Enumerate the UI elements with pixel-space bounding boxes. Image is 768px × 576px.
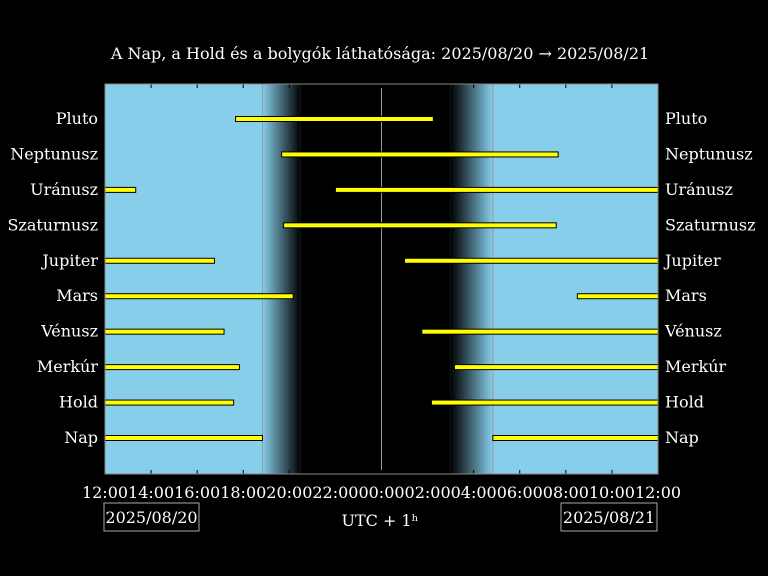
body-label-left: Mars: [56, 286, 98, 305]
body-label-right: Szaturnusz: [665, 215, 756, 234]
body-label-right: Neptunusz: [665, 144, 753, 163]
x-tick-label: 02:00: [405, 483, 451, 502]
x-tick-label: 16:00: [174, 483, 220, 502]
visibility-bar: [104, 328, 225, 335]
body-label-left: Nap: [64, 428, 98, 447]
start-date-label: 2025/08/20: [105, 508, 197, 527]
visibility-bar: [104, 293, 294, 300]
visibility-bar: [430, 399, 659, 406]
body-label-left: Uránusz: [30, 180, 98, 199]
body-label-right: Mars: [665, 286, 707, 305]
body-label-left: Szaturnusz: [7, 215, 98, 234]
body-label-right: Jupiter: [663, 251, 721, 270]
body-label-left: Pluto: [56, 109, 98, 128]
visibility-bar: [104, 364, 240, 371]
x-tick-label: 04:00: [451, 483, 497, 502]
visibility-bar: [104, 257, 215, 264]
visibility-bar: [421, 328, 659, 335]
visibility-bar: [576, 293, 659, 300]
body-label-right: Hold: [665, 393, 704, 412]
x-tick-label: 18:00: [220, 483, 266, 502]
body-label-left: Hold: [59, 393, 98, 412]
chart-title: A Nap, a Hold és a bolygók láthatósága: …: [110, 44, 649, 63]
visibility-bar: [281, 151, 559, 158]
end-date-box: 2025/08/21: [560, 502, 658, 532]
x-tick-label: 14:00: [128, 483, 174, 502]
body-label-right: Merkúr: [665, 357, 727, 376]
start-date-box: 2025/08/20: [103, 502, 200, 532]
visibility-bar: [104, 399, 235, 406]
body-label-right: Pluto: [665, 109, 707, 128]
body-label-right: Vénusz: [664, 322, 722, 341]
x-tick-label: 00:00: [358, 483, 404, 502]
dusk-twilight: [262, 84, 301, 474]
visibility-bar: [453, 364, 659, 371]
night-sky: [300, 84, 451, 474]
body-label-right: Nap: [665, 428, 699, 447]
end-date-label: 2025/08/21: [563, 508, 655, 527]
body-label-left: Neptunusz: [10, 144, 98, 163]
plot-frame: [104, 83, 659, 475]
x-tick-labels: 12:00 14:00 16:00 18:00 20:00 22:00 00:00 02:00…: [82, 483, 681, 502]
right-body-labels: Pluto Neptunusz Uránusz Szaturnusz Jupiter Ma…: [663, 109, 756, 447]
x-tick-label: 12:00: [635, 483, 681, 502]
x-tick-label: 12:00: [82, 483, 128, 502]
x-tick-label: 06:00: [497, 483, 543, 502]
body-label-left: Merkúr: [37, 357, 99, 376]
x-tick-label: 20:00: [266, 483, 312, 502]
dawn-twilight: [450, 84, 493, 474]
visibility-bar: [404, 257, 659, 264]
visibility-bar: [492, 435, 659, 441]
plot-lines: [104, 84, 659, 474]
visibility-bar: [334, 186, 659, 193]
body-label-left: Vénusz: [40, 322, 98, 341]
visibility-bar: [235, 116, 434, 122]
x-tick-label: 10:00: [589, 483, 635, 502]
visibility-bar: [104, 186, 137, 193]
left-body-labels: Pluto Neptunusz Uránusz Szaturnusz Jupiter Ma…: [7, 109, 98, 447]
x-tick-label: 22:00: [312, 483, 358, 502]
visibility-bar: [283, 222, 557, 229]
body-label-right: Uránusz: [665, 180, 733, 199]
x-tick-label: 08:00: [543, 483, 589, 502]
body-label-left: Jupiter: [40, 251, 98, 270]
x-axis-label: UTC + 1ʰ: [341, 511, 418, 530]
visibility-bar: [104, 435, 263, 441]
